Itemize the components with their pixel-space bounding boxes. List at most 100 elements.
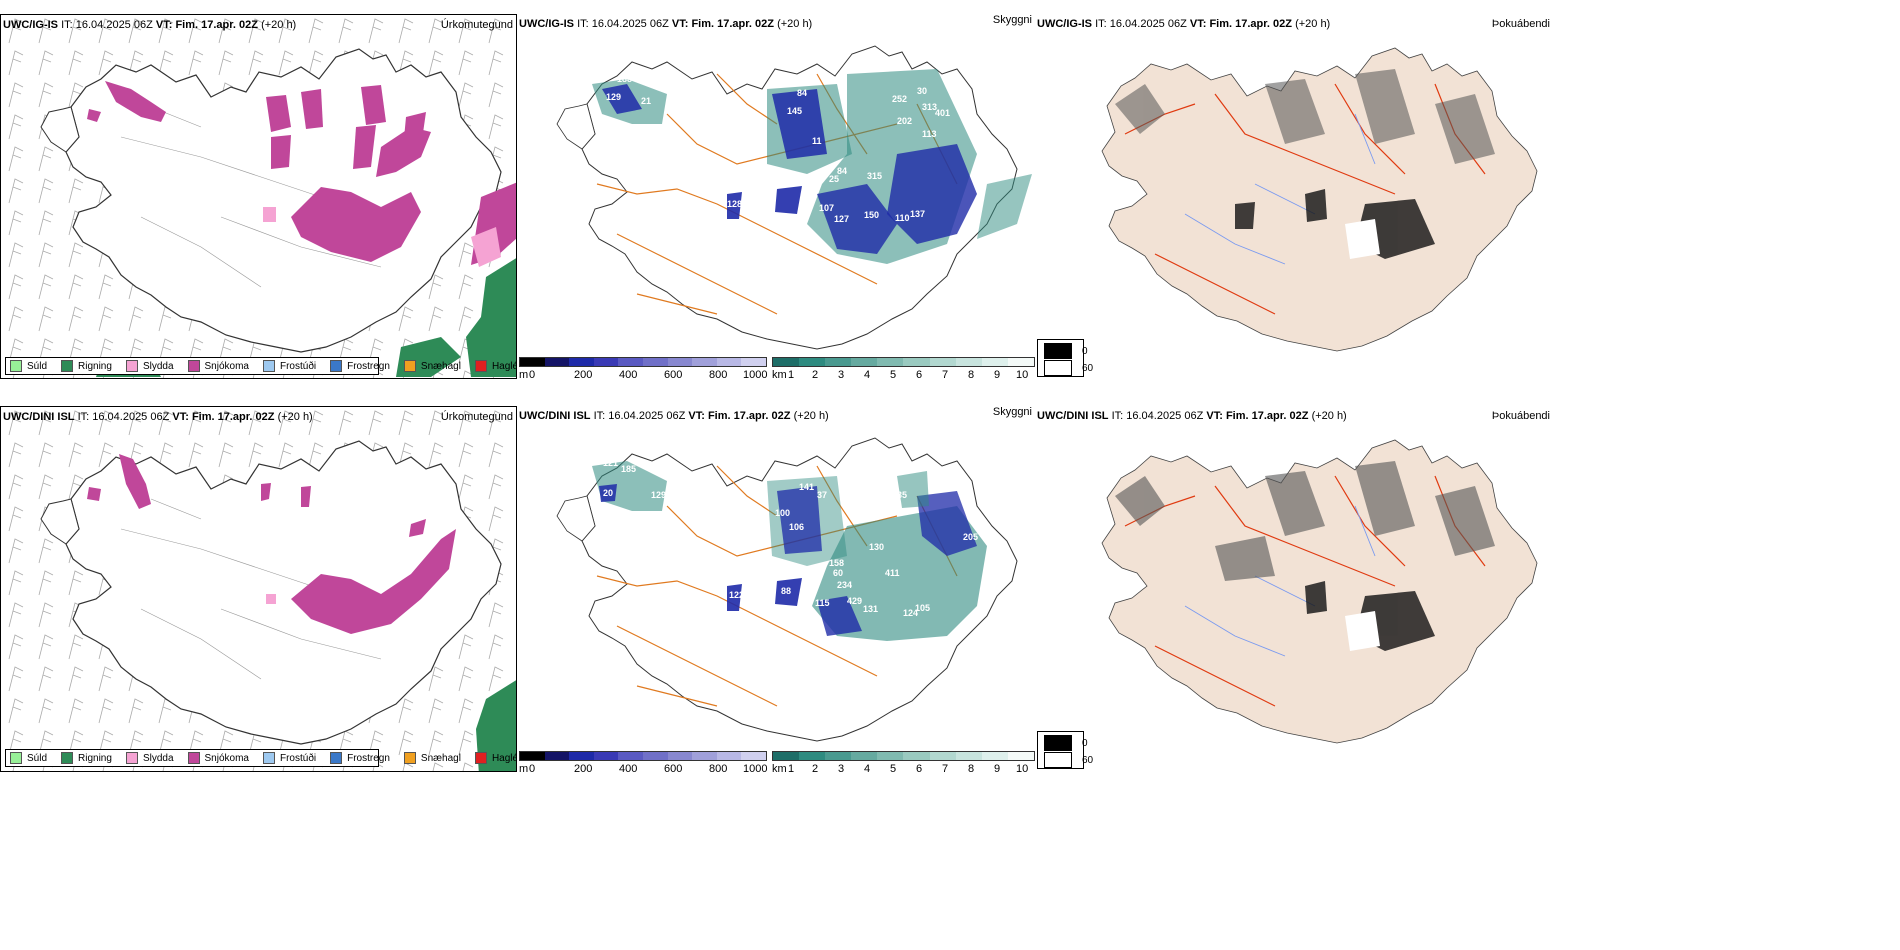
fog-panel-row2: UWC/DINI ISL IT: 16.04.2025 06Z VT: Fim.…: [1035, 406, 1555, 772]
km-tick: 6: [916, 763, 923, 775]
cloud-panel-row2: 121 185 20 129 37 141 100 106 235 205 13…: [517, 406, 1035, 776]
fog-legend-item: 60: [1044, 752, 1093, 768]
svg-text:124: 124: [903, 608, 918, 618]
cloud-title-row1: UWC/IG-IS IT: 16.04.2025 06Z VT: Fim. 17…: [519, 18, 813, 30]
svg-text:21: 21: [641, 96, 651, 106]
m-tick: 0: [529, 763, 536, 775]
km-tick: 1: [788, 763, 795, 775]
m-unit: m: [519, 763, 529, 775]
km-tick: 5: [890, 369, 897, 381]
svg-text:127: 127: [834, 214, 849, 224]
legend-swatch: [61, 752, 74, 764]
precip-title-row1: UWC/IG-IS IT: 16.04.2025 06Z VT: Fim. 17…: [3, 19, 297, 31]
svg-text:145: 145: [787, 106, 802, 116]
fog-legend-item: 0: [1044, 343, 1088, 359]
precip-panel-label-row1: Úrkomutegund: [440, 19, 513, 31]
svg-text:60: 60: [833, 568, 843, 578]
legend-swatch: [125, 360, 138, 372]
km-tick: 3: [838, 369, 845, 381]
svg-text:25: 25: [829, 174, 839, 184]
svg-text:411: 411: [885, 568, 900, 578]
km-colorbar-labels-row1: km 1 2 3 4 5 6 7 8 9 10: [772, 369, 1035, 383]
svg-text:100: 100: [775, 508, 790, 518]
fog-legend-row1: 0 60: [1037, 339, 1093, 377]
m-tick: 200: [574, 763, 593, 775]
km-tick: 6: [916, 369, 923, 381]
svg-text:150: 150: [864, 210, 879, 220]
fog-swatch: [1044, 343, 1072, 359]
svg-text:121: 121: [603, 458, 618, 468]
svg-text:88: 88: [781, 586, 791, 596]
svg-text:115: 115: [815, 598, 830, 608]
fog-panel-label-row2: Þokuábendi: [1491, 410, 1550, 422]
m-tick: 400: [619, 763, 638, 775]
svg-text:188: 188: [617, 74, 632, 84]
svg-text:110: 110: [895, 213, 910, 223]
km-tick: 10: [1016, 369, 1029, 381]
fog-panel-row1: UWC/IG-IS IT: 16.04.2025 06Z VT: Fim. 17…: [1035, 14, 1555, 379]
m-colorbar-labels-row2: m 0 200 400 600 800 1000: [519, 763, 769, 776]
svg-text:185: 185: [621, 464, 636, 474]
km-colorbar-row1: [772, 357, 1035, 367]
precip-panel-label-row2: Úrkomutegund: [440, 411, 513, 423]
svg-text:181: 181: [602, 66, 617, 76]
fog-title-row2: UWC/DINI ISL IT: 16.04.2025 06Z VT: Fim.…: [1037, 410, 1347, 422]
svg-text:37: 37: [817, 490, 827, 500]
legend-item: Frostregn: [330, 752, 390, 764]
km-tick: 8: [968, 763, 975, 775]
svg-text:234: 234: [837, 580, 852, 590]
km-colorbar-labels-row2: km 1 2 3 4 5 6 7 8 9 10: [772, 763, 1035, 776]
fog-swatch: [1044, 360, 1072, 376]
svg-text:122: 122: [729, 590, 744, 600]
svg-text:205: 205: [963, 532, 978, 542]
km-tick: 9: [994, 763, 1001, 775]
m-tick: 600: [664, 369, 683, 381]
precip-map-row2: [1, 407, 516, 771]
svg-text:131: 131: [863, 604, 878, 614]
m-tick: 800: [709, 369, 728, 381]
km-unit: km: [772, 763, 787, 775]
svg-text:113: 113: [922, 129, 937, 139]
legend-item: Frostúði: [262, 360, 316, 372]
m-unit: m: [519, 369, 529, 381]
legend-item: Snjókoma: [187, 360, 249, 372]
svg-text:30: 30: [917, 86, 927, 96]
legend-swatch: [403, 752, 416, 764]
legend-item: Haglél: [474, 752, 516, 764]
km-tick: 7: [942, 369, 949, 381]
legend-swatch: [474, 360, 487, 372]
legend-item: Slydda: [125, 752, 174, 764]
cloud-map-row1: 181 188 21 129 84 145 252 30 202 313 401…: [556, 45, 1032, 350]
legend-swatch: [403, 360, 416, 372]
legend-swatch: [61, 360, 74, 372]
fog-title-row1: UWC/IG-IS IT: 16.04.2025 06Z VT: Fim. 17…: [1037, 18, 1331, 30]
cloud-panel-row1: 181 188 21 129 84 145 252 30 202 313 401…: [517, 14, 1035, 384]
precip-title-row2: UWC/DINI ISL IT: 16.04.2025 06Z VT: Fim.…: [3, 411, 313, 423]
km-tick: 7: [942, 763, 949, 775]
legend-item: Frostregn: [330, 360, 390, 372]
cloud-panel-label-row2: Skyggni: [992, 406, 1032, 418]
legend-item: Slydda: [125, 360, 174, 372]
legend-item: Frostúði: [262, 752, 316, 764]
km-colorbar-row2: [772, 751, 1035, 761]
m-tick: 0: [529, 369, 536, 381]
m-tick: 800: [709, 763, 728, 775]
m-colorbar-labels-row1: m 0 200 400 600 800 1000: [519, 369, 769, 383]
m-colorbar-row2: [519, 751, 767, 761]
svg-text:129: 129: [606, 92, 621, 102]
fog-map-row2: [1101, 439, 1538, 744]
km-tick: 4: [864, 763, 871, 775]
precip-legend-row2: Súld Rigning Slydda Snjókoma Frostúði Fr…: [5, 749, 516, 767]
cloud-title-row2: UWC/DINI ISL IT: 16.04.2025 06Z VT: Fim.…: [519, 410, 829, 422]
km-unit: km: [772, 369, 787, 381]
km-tick: 3: [838, 763, 845, 775]
legend-swatch: [330, 360, 343, 372]
precip-map-row1: [1, 15, 516, 378]
svg-text:128: 128: [727, 199, 742, 209]
km-tick: 8: [968, 369, 975, 381]
legend-item: Haglél: [474, 360, 516, 372]
legend-item: Rigning: [61, 752, 112, 764]
legend-item: Súld: [10, 752, 47, 764]
km-tick: 9: [994, 369, 1001, 381]
fog-legend-item: 0: [1044, 735, 1088, 751]
